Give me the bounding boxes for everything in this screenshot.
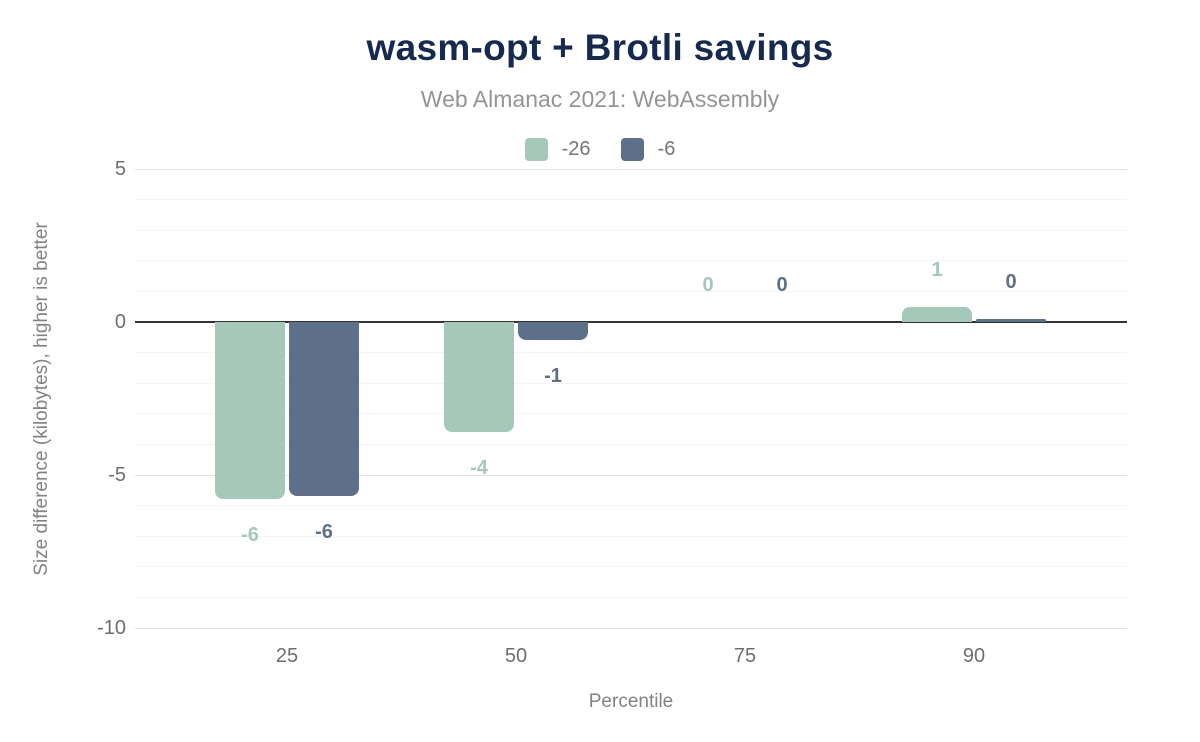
- y-tick-label-5: 5: [114, 158, 126, 180]
- gridline-y-2: [135, 260, 1127, 262]
- legend-swatch: [620, 137, 644, 161]
- chart-legend: -26 -6: [0, 137, 1200, 161]
- gridline-y-1: [135, 290, 1127, 292]
- bar-series--26-pct-90: [902, 306, 972, 322]
- gridline-y--10: [135, 627, 1127, 629]
- bar-value-label: -6: [315, 521, 333, 544]
- gridline-y--1: [135, 352, 1127, 354]
- bar-series--26-pct-50: [444, 322, 514, 433]
- bar-value-label: -6: [241, 524, 259, 547]
- y-tick-label--10: -10: [97, 617, 126, 639]
- legend-swatch: [524, 137, 548, 161]
- gridline-y--9: [135, 596, 1127, 598]
- bar-series--6-pct-50: [518, 322, 588, 341]
- zero-axis-line: [135, 321, 1127, 323]
- x-tick-label-25: 25: [275, 645, 299, 667]
- bar-value-label: -1: [544, 365, 562, 388]
- x-tick-label-75: 75: [733, 645, 757, 667]
- gridline-y-5: [135, 168, 1127, 170]
- legend-item--26: -26: [524, 137, 591, 161]
- gridline-y--8: [135, 566, 1127, 568]
- chart-title: wasm-opt + Brotli savings: [366, 27, 834, 68]
- bar-value-label: -4: [470, 457, 488, 480]
- legend-label: -6: [657, 137, 676, 160]
- gridline-y-4: [135, 199, 1127, 201]
- bar-value-label: 1: [931, 258, 943, 281]
- x-axis-title: Percentile: [588, 691, 674, 712]
- bar-value-label: 0: [776, 274, 788, 296]
- bar-value-label: 0: [702, 274, 714, 296]
- bar-series--6-pct-25: [289, 322, 359, 497]
- bar-series--6-pct-90: [976, 318, 1046, 322]
- plot-area: -6 -4 0 1 -6 -1 0 0: [135, 168, 1127, 629]
- y-tick-label-0: 0: [114, 311, 126, 333]
- chart-subtitle: Web Almanac 2021: WebAssembly: [420, 86, 780, 112]
- x-tick-label-90: 90: [962, 645, 986, 667]
- gridline-y--3: [135, 413, 1127, 415]
- legend-item--6: -6: [620, 137, 676, 161]
- bar-value-label: 0: [1005, 270, 1017, 293]
- gridline-y--7: [135, 535, 1127, 537]
- bar-series--26-pct-25: [215, 322, 285, 500]
- gridline-y--2: [135, 382, 1127, 384]
- y-tick-label--5: -5: [108, 464, 126, 486]
- legend-label: -26: [561, 137, 591, 160]
- y-axis-title: Size difference (kilobytes), higher is b…: [31, 222, 52, 576]
- gridline-y-3: [135, 229, 1127, 231]
- x-tick-label-50: 50: [504, 645, 528, 667]
- gridline-y--5: [135, 474, 1127, 476]
- gridline-y--6: [135, 505, 1127, 507]
- gridline-y--4: [135, 443, 1127, 445]
